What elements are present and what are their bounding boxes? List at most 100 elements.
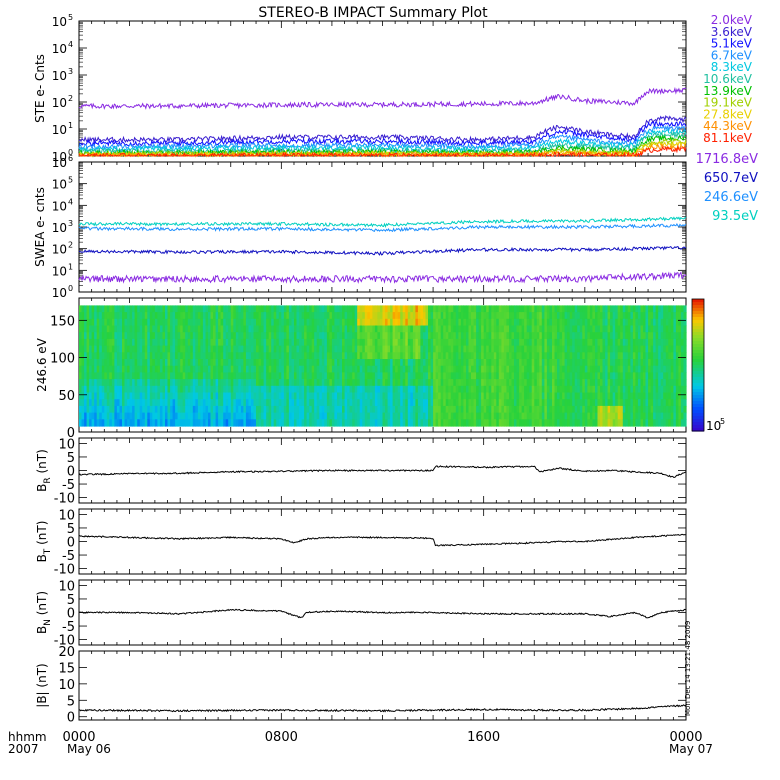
heatmap-cell	[589, 405, 593, 414]
heatmap-cell	[683, 359, 687, 367]
heatmap-cell	[240, 412, 244, 420]
heatmap-cell	[663, 405, 667, 414]
heatmap-cell	[549, 352, 553, 360]
heatmap-cell	[577, 379, 581, 387]
heatmap-cell	[380, 405, 384, 414]
heatmap-cell	[655, 332, 659, 340]
heatmap-cell	[106, 318, 110, 327]
heatmap-cell	[210, 365, 214, 373]
heatmap-cell	[531, 352, 535, 360]
heatmap-cell	[410, 385, 414, 394]
heatmap-cell	[251, 338, 255, 347]
heatmap-cell	[648, 325, 652, 333]
heatmap-cell	[589, 305, 593, 313]
heatmap-cell	[344, 365, 348, 373]
heatmap-cell	[369, 379, 373, 387]
heatmap-cell	[562, 419, 566, 427]
heatmap-cell	[372, 318, 376, 327]
heatmap-cell	[253, 385, 257, 394]
heatmap-cell	[175, 412, 179, 420]
heatmap-cell	[617, 365, 621, 373]
colorbar-segment	[692, 320, 704, 324]
heatmap-cell	[235, 325, 239, 333]
heatmap-cell	[549, 305, 553, 313]
heatmap-cell	[597, 392, 601, 400]
heatmap-cell	[182, 392, 186, 400]
heatmap-cell	[476, 399, 480, 407]
heatmap-cell	[412, 412, 416, 420]
heatmap-cell	[468, 379, 472, 387]
heatmap-cell	[668, 325, 672, 333]
heatmap-cell	[342, 365, 346, 373]
heatmap-cell	[412, 379, 416, 387]
heatmap-cell	[610, 338, 614, 347]
heatmap-cell	[514, 419, 518, 427]
heatmap-cell	[610, 419, 614, 427]
heatmap-cell	[106, 379, 110, 387]
heatmap-cell	[579, 412, 583, 420]
heatmap-cell	[225, 325, 229, 333]
heatmap-cell	[321, 332, 325, 340]
heatmap-cell	[101, 332, 105, 340]
heatmap-cell	[491, 399, 495, 407]
heatmap-cell	[410, 372, 414, 380]
heatmap-cell	[572, 332, 576, 340]
heatmap-cell	[91, 385, 95, 394]
heatmap-cell	[258, 392, 262, 400]
heatmap-cell	[261, 332, 265, 340]
heatmap-cell	[481, 392, 485, 400]
heatmap-cell	[205, 405, 209, 414]
heatmap-cell	[245, 305, 249, 313]
heatmap-cell	[319, 338, 323, 347]
heatmap-cell	[564, 412, 568, 420]
y-tick-label: 100	[50, 352, 75, 367]
heatmap-cell	[483, 332, 487, 340]
heatmap-cell	[276, 412, 280, 420]
heatmap-cell	[400, 405, 404, 414]
heatmap-cell	[114, 318, 118, 327]
heatmap-cell	[592, 359, 596, 367]
heatmap-cell	[511, 332, 515, 340]
heatmap-cell	[412, 318, 416, 327]
heatmap-cell	[182, 352, 186, 360]
heatmap-cell	[177, 379, 181, 387]
heatmap-cell	[306, 352, 310, 360]
heatmap-cell	[407, 325, 411, 333]
heatmap-cell	[496, 325, 500, 333]
heatmap-cell	[569, 318, 573, 327]
heatmap-cell	[167, 332, 171, 340]
heatmap-cell	[324, 399, 328, 407]
heatmap-cell	[301, 312, 305, 320]
heatmap-cell	[526, 352, 530, 360]
heatmap-cell	[410, 379, 414, 387]
heatmap-cell	[637, 318, 641, 327]
heatmap-cell	[541, 352, 545, 360]
heatmap-cell	[526, 385, 530, 394]
heatmap-cell	[170, 365, 174, 373]
heatmap-cell	[405, 305, 409, 313]
heatmap-cell	[423, 318, 427, 327]
heatmap-cell	[132, 325, 136, 333]
heatmap-cell	[612, 385, 616, 394]
heatmap-cell	[172, 325, 176, 333]
heatmap-cell	[357, 359, 361, 367]
heatmap-cell	[617, 385, 621, 394]
heatmap-cell	[387, 372, 391, 380]
heatmap-cell	[519, 379, 523, 387]
heatmap-cell	[395, 405, 399, 414]
heatmap-cell	[243, 338, 247, 347]
heatmap-cell	[86, 312, 90, 320]
heatmap-cell	[111, 352, 115, 360]
heatmap-cell	[129, 372, 133, 380]
legend-entry: 2.0keV	[711, 13, 753, 27]
heatmap-cell	[245, 318, 249, 327]
heatmap-cell	[640, 352, 644, 360]
heatmap-cell	[220, 385, 224, 394]
series-line	[78, 222, 687, 233]
heatmap-cell	[319, 365, 323, 373]
heatmap-cell	[673, 318, 677, 327]
heatmap-cell	[377, 385, 381, 394]
heatmap-cell	[536, 392, 540, 400]
heatmap-cell	[635, 379, 639, 387]
heatmap-cell	[645, 332, 649, 340]
